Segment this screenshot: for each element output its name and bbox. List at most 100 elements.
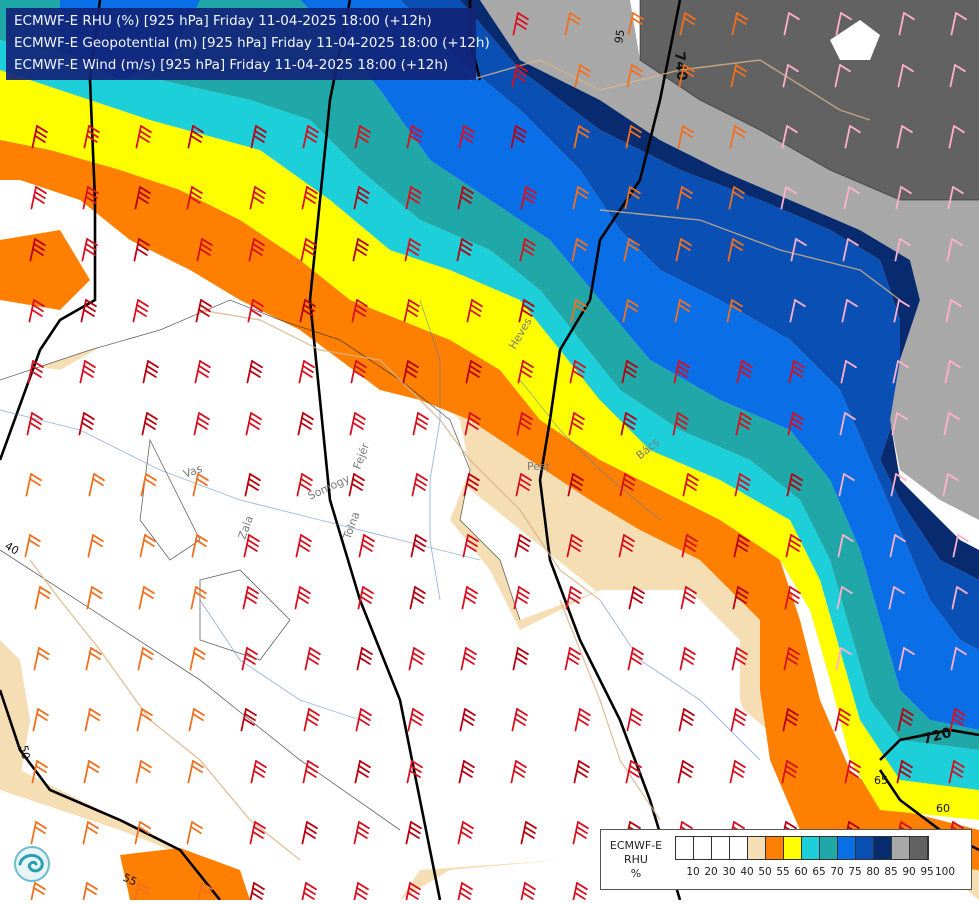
wind-barb-icon	[353, 821, 370, 845]
wind-barb-icon	[250, 760, 267, 784]
rh-80-85-band	[400, 0, 979, 650]
rhu-legend: ECMWF-E RHU % 10 20 30 40 50 55 60 65 70 75 80 85 90…	[600, 829, 972, 890]
legend-tick: 85	[884, 866, 898, 878]
wind-barb-icon	[674, 299, 691, 323]
wind-barb-icon	[678, 64, 695, 88]
wind-barb-icon	[943, 412, 960, 436]
legend-tick: 10	[686, 866, 700, 878]
wind-barb-icon	[457, 821, 474, 845]
wind-barb-icon	[411, 473, 428, 497]
wind-barb-icon	[299, 299, 316, 323]
wind-barb-icon	[358, 534, 375, 558]
wind-barb-icon	[466, 299, 483, 323]
wind-barb-icon	[405, 186, 422, 210]
wind-barb-icon	[570, 299, 587, 323]
wind-barb-icon	[300, 238, 317, 262]
wind-barb-icon	[510, 760, 527, 784]
wind-barb-icon	[85, 647, 102, 671]
wind-barb-icon	[28, 299, 45, 323]
wind-barb-icon	[25, 473, 42, 497]
wind-barb-icon	[733, 534, 750, 558]
wind-barb-icon	[780, 186, 797, 210]
wind-barb-icon	[355, 708, 372, 732]
wind-barb-icon	[243, 534, 260, 558]
wind-barb-icon	[626, 64, 643, 88]
wind-barb-icon	[621, 360, 638, 384]
wind-barb-icon	[135, 760, 152, 784]
wind-barb-icon	[241, 647, 258, 671]
wind-barb-icon	[891, 412, 908, 436]
rh-60-65-band	[0, 70, 979, 820]
wind-barb-icon	[566, 534, 583, 558]
wind-barb-icon	[731, 647, 748, 671]
wind-barb-icon	[781, 760, 798, 784]
wind-barb-icon	[412, 412, 429, 436]
wind-barb-icon	[950, 12, 967, 36]
wind-barb-icon	[30, 186, 47, 210]
wind-barb-icon	[458, 760, 475, 784]
legend-swatch	[748, 837, 766, 859]
wind-barb-icon	[32, 708, 49, 732]
wind-barb-icon	[790, 238, 807, 262]
wind-barb-icon	[840, 360, 857, 384]
wind-barbs	[24, 12, 969, 904]
legend-swatch	[838, 837, 856, 859]
wind-barb-icon	[947, 186, 964, 210]
wind-barb-icon	[463, 473, 480, 497]
wind-barb-icon	[949, 708, 966, 732]
legend-title: ECMWF-E RHU %	[605, 839, 667, 881]
legend-swatch	[694, 837, 712, 859]
wind-barb-icon	[461, 586, 478, 610]
wind-barb-icon	[78, 412, 95, 436]
wind-barb-icon	[837, 534, 854, 558]
wind-barb-icon	[835, 12, 852, 36]
rh-70-75-band	[0, 0, 979, 750]
wind-barb-icon	[945, 299, 962, 323]
legend-swatch	[784, 837, 802, 859]
wind-barb-icon	[838, 473, 855, 497]
wind-barb-icon	[354, 760, 371, 784]
wind-barb-icon	[784, 586, 801, 610]
wind-barb-icon	[624, 186, 641, 210]
wind-barb-icon	[351, 299, 368, 323]
legend-tick: 40	[740, 866, 754, 878]
geopotential-label-740: 740	[671, 51, 690, 82]
legend-tick: 60	[794, 866, 808, 878]
wind-barb-icon	[31, 760, 48, 784]
wind-barb-icon	[730, 708, 747, 732]
wind-barb-icon	[349, 412, 366, 436]
legend-colorbar	[675, 836, 929, 860]
wind-barb-icon	[785, 534, 802, 558]
wind-barb-icon	[677, 760, 694, 784]
wind-barb-icon	[836, 586, 853, 610]
wind-barb-icon	[244, 473, 261, 497]
rh-label-95: 95	[612, 28, 627, 44]
wind-barb-icon	[781, 125, 798, 149]
wind-barb-icon	[515, 473, 532, 497]
wind-barb-icon	[729, 125, 746, 149]
geopotential-line-2	[308, 0, 442, 901]
rh-label-65: 65	[874, 774, 888, 787]
geopotential-line-1	[0, 0, 102, 461]
wind-barb-icon	[571, 882, 588, 904]
wind-barb-icon	[782, 64, 799, 88]
wind-barb-icon	[465, 360, 482, 384]
legend-swatch	[874, 837, 892, 859]
wind-barb-icon	[844, 125, 861, 149]
wind-barb-icon	[892, 360, 909, 384]
wind-barb-icon	[187, 125, 204, 149]
wind-barb-icon	[679, 647, 696, 671]
wind-barb-icon	[88, 473, 105, 497]
wind-barb-icon	[517, 360, 534, 384]
wind-barb-icon	[950, 647, 967, 671]
wind-barb-icon	[250, 125, 267, 149]
legend-tick: 95	[920, 866, 934, 878]
wind-barb-icon	[783, 647, 800, 671]
wind-barb-icon	[240, 708, 257, 732]
wind-barb-icon	[134, 821, 151, 845]
wind-barb-icon	[896, 760, 913, 784]
wind-barb-icon	[672, 412, 689, 436]
wind-barb-icon	[574, 64, 591, 88]
wind-barb-icon	[893, 299, 910, 323]
wind-barb-icon	[628, 586, 645, 610]
